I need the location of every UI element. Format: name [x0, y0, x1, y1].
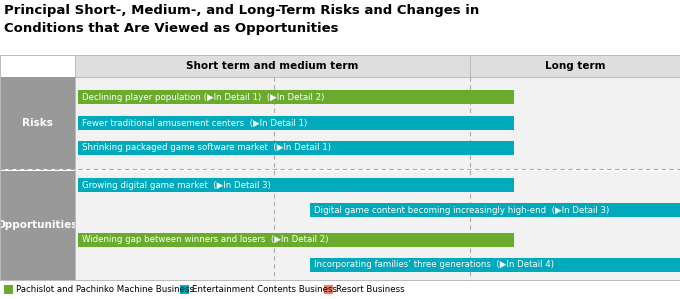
Text: Incorporating families’ three generations  (▶In Detail 4): Incorporating families’ three generation… [313, 260, 554, 269]
Text: Conditions that Are Viewed as Opportunities: Conditions that Are Viewed as Opportunit… [4, 22, 339, 35]
Text: Opportunities: Opportunities [0, 220, 78, 231]
FancyBboxPatch shape [78, 90, 515, 104]
FancyBboxPatch shape [470, 55, 680, 77]
Text: Shrinking packaged game software market  (▶In Detail 1): Shrinking packaged game software market … [82, 143, 331, 152]
Text: Short term and medium term: Short term and medium term [186, 61, 358, 71]
Text: Declining player population (▶In Detail 1)  (▶In Detail 2): Declining player population (▶In Detail … [82, 93, 324, 102]
Text: Long term: Long term [545, 61, 605, 71]
FancyBboxPatch shape [78, 178, 515, 192]
Text: Fewer traditional amusement centers  (▶In Detail 1): Fewer traditional amusement centers (▶In… [82, 118, 307, 127]
Text: Widening gap between winners and losers  (▶In Detail 2): Widening gap between winners and losers … [82, 235, 328, 244]
FancyBboxPatch shape [0, 171, 75, 280]
Text: Pachislot and Pachinko Machine Business: Pachislot and Pachinko Machine Business [16, 285, 194, 294]
Text: Entertainment Contents Business: Entertainment Contents Business [192, 285, 337, 294]
Text: Growing digital game market  (▶In Detail 3): Growing digital game market (▶In Detail … [82, 181, 271, 190]
FancyBboxPatch shape [78, 233, 515, 247]
FancyBboxPatch shape [75, 171, 680, 280]
Text: Principal Short-, Medium-, and Long-Term Risks and Changes in: Principal Short-, Medium-, and Long-Term… [4, 4, 479, 17]
FancyBboxPatch shape [324, 285, 333, 294]
FancyBboxPatch shape [310, 203, 680, 217]
Text: Digital game content becoming increasingly high-end  (▶In Detail 3): Digital game content becoming increasing… [313, 206, 609, 215]
FancyBboxPatch shape [78, 141, 515, 155]
FancyBboxPatch shape [310, 258, 680, 272]
FancyBboxPatch shape [4, 285, 13, 294]
FancyBboxPatch shape [0, 77, 75, 169]
FancyBboxPatch shape [180, 285, 189, 294]
FancyBboxPatch shape [75, 55, 470, 77]
Text: Resort Business: Resort Business [336, 285, 405, 294]
FancyBboxPatch shape [75, 77, 680, 169]
Text: Risks: Risks [22, 118, 53, 128]
FancyBboxPatch shape [78, 116, 515, 130]
